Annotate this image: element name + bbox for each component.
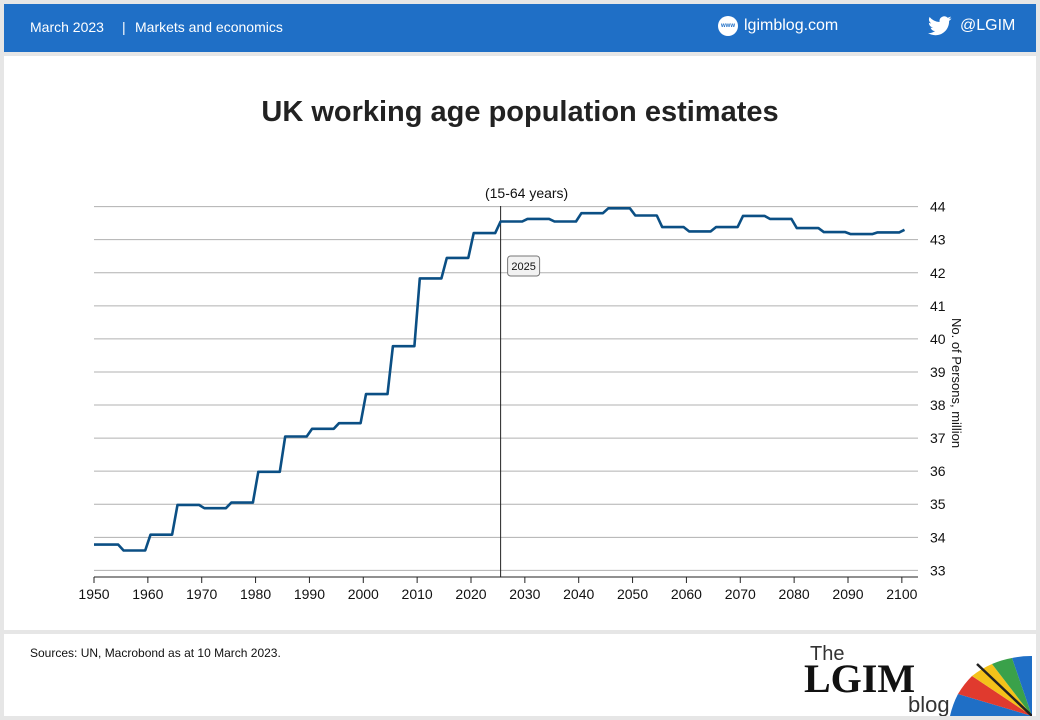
chart-panel	[4, 56, 1036, 630]
site-link[interactable]: www lgimblog.com	[718, 16, 838, 36]
x-tick-label: 2070	[725, 586, 756, 602]
gridlines	[94, 206, 918, 571]
twitter-bird-icon	[928, 16, 952, 36]
chart-title: UK working age population estimates	[261, 96, 778, 128]
y-tick-label: 38	[930, 397, 946, 413]
www-globe-icon: www	[718, 16, 738, 36]
x-tick-label: 2050	[617, 586, 648, 602]
twitter-link[interactable]: @LGIM	[928, 16, 1015, 36]
header-separator: |	[122, 19, 126, 35]
logo-lgim: LGIM	[804, 656, 915, 701]
y-tick-label: 33	[930, 562, 946, 578]
marker-label-box	[507, 255, 541, 277]
header-bar: March 2023 | Markets and economics www l…	[4, 4, 1036, 52]
y-tick-label: 39	[930, 364, 946, 380]
x-tick-label: 2060	[671, 586, 702, 602]
x-tick-label: 1990	[294, 586, 325, 602]
y-tick-label: 35	[930, 496, 946, 512]
footer: Sources: UN, Macrobond as at 10 March 20…	[4, 634, 1036, 716]
series-line-working-age-population	[94, 207, 906, 552]
marker-label: 2025	[511, 261, 535, 273]
x-tick-label: 1960	[132, 586, 163, 602]
x-tick-label: 2040	[563, 586, 594, 602]
logo-the: The	[810, 643, 844, 665]
publication-date: March 2023	[30, 19, 104, 35]
marker-tooltip: 2025	[507, 255, 541, 277]
umbrella-graphic	[950, 655, 1032, 716]
y-tick-label: 36	[930, 463, 946, 479]
age-range-annotation: (15-64 years)	[485, 185, 568, 201]
category-link[interactable]: Markets and economics	[135, 19, 283, 35]
x-tick-label: 2080	[779, 586, 810, 602]
y-tick-label: 37	[930, 430, 946, 446]
x-tick-label: 1950	[78, 586, 109, 602]
x-axis: 1950 1960 1970 1980 1990 2000 2010 2020 2030 2040…	[78, 576, 918, 602]
logo-blog: blog	[908, 692, 950, 716]
site-label: lgimblog.com	[744, 17, 839, 34]
y-axis: 33 34 35 36 37 38 39 40 41 42 43 44	[930, 199, 946, 579]
lgim-blog-logo: The LGIM blog	[804, 643, 1032, 716]
y-tick-label: 41	[930, 298, 946, 314]
source-note: Sources: UN, Macrobond as at 10 March 20…	[30, 646, 281, 660]
y-tick-label: 40	[930, 331, 946, 347]
x-tick-label: 2010	[402, 586, 433, 602]
y-tick-label: 34	[930, 529, 946, 545]
x-tick-label: 2030	[509, 586, 540, 602]
x-tick-label: 1970	[186, 586, 217, 602]
x-tick-label: 2090	[832, 586, 863, 602]
twitter-handle: @LGIM	[960, 17, 1016, 34]
y-tick-label: 42	[930, 265, 946, 281]
x-tick-label: 2020	[455, 586, 486, 602]
x-tick-label: 1980	[240, 586, 271, 602]
x-tick-label: 2000	[348, 586, 379, 602]
y-tick-label: 43	[930, 232, 946, 248]
y-axis-label: No. of Persons, million	[949, 318, 964, 448]
x-tick-label: 2100	[886, 586, 917, 602]
y-tick-label: 44	[930, 199, 946, 215]
